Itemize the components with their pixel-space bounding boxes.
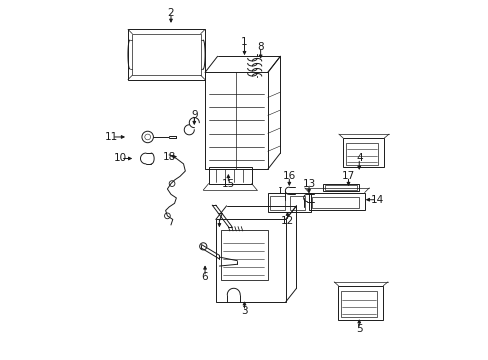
Text: 5: 5 bbox=[355, 324, 362, 334]
Bar bbox=[346, 143, 378, 165]
Bar bbox=[267, 193, 310, 212]
Bar bbox=[343, 138, 384, 167]
Bar bbox=[311, 197, 358, 208]
Text: 2: 2 bbox=[167, 8, 174, 18]
Bar bbox=[215, 220, 285, 302]
Text: 12: 12 bbox=[280, 216, 294, 226]
Bar bbox=[325, 185, 356, 190]
Text: 10: 10 bbox=[114, 153, 127, 163]
Text: 15: 15 bbox=[221, 179, 235, 189]
Bar bbox=[323, 184, 359, 192]
Bar bbox=[132, 34, 201, 75]
Bar bbox=[341, 291, 376, 317]
Text: 18: 18 bbox=[162, 152, 176, 162]
Text: 13: 13 bbox=[302, 179, 315, 189]
Text: 7: 7 bbox=[216, 213, 222, 222]
Text: 8: 8 bbox=[257, 42, 264, 52]
Text: 6: 6 bbox=[202, 272, 208, 282]
Bar bbox=[308, 193, 364, 211]
Text: 9: 9 bbox=[191, 111, 197, 121]
Text: 1: 1 bbox=[241, 37, 247, 47]
Bar bbox=[289, 196, 304, 210]
Bar bbox=[128, 30, 204, 80]
Text: 14: 14 bbox=[370, 195, 383, 205]
Text: 17: 17 bbox=[341, 171, 354, 181]
Text: 4: 4 bbox=[355, 153, 362, 163]
Text: 11: 11 bbox=[105, 132, 118, 142]
Text: 16: 16 bbox=[282, 171, 295, 181]
Bar bbox=[338, 286, 383, 320]
Bar bbox=[270, 196, 285, 210]
Bar bbox=[208, 167, 251, 184]
Bar bbox=[204, 72, 267, 169]
Bar bbox=[221, 230, 267, 280]
Text: 3: 3 bbox=[241, 306, 247, 316]
